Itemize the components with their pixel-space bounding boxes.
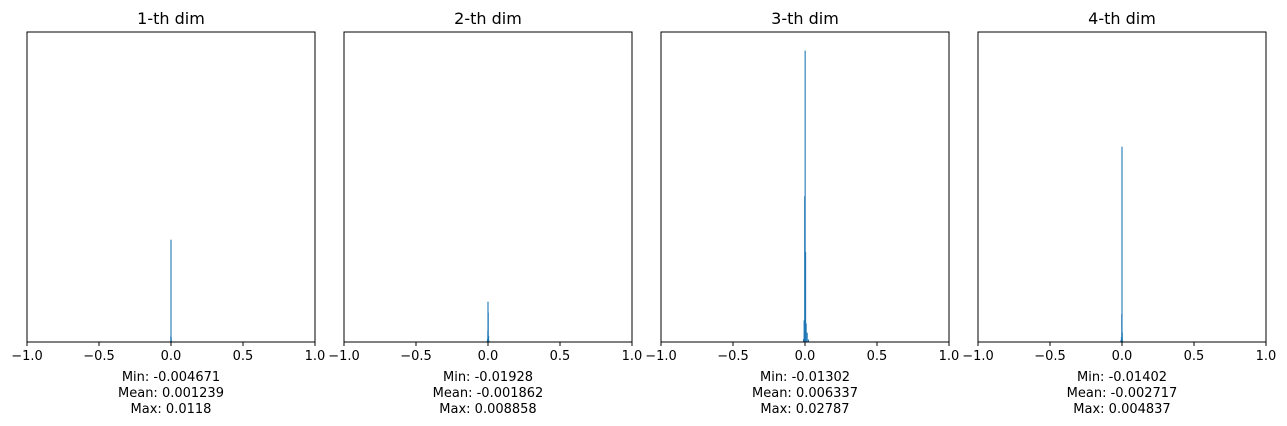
x-tick-label: 0.0 xyxy=(161,349,182,364)
histogram-bar xyxy=(487,312,489,342)
stat-line-max: Max: 0.0118 xyxy=(131,402,212,417)
axes-frame xyxy=(343,31,633,343)
histogram-bar xyxy=(807,339,810,342)
histogram-bar xyxy=(1121,332,1123,342)
histogram-bar xyxy=(1121,146,1123,342)
subplot-3: 3-th dim −1.0 −0.5 0.0 0.5 1.0 Min: -0.01302Me… xyxy=(645,9,959,417)
histogram-bar xyxy=(805,252,807,342)
histogram-bar xyxy=(488,335,490,342)
histogram-bar xyxy=(488,340,490,342)
x-tick-label: −1.0 xyxy=(962,349,994,364)
subplot-title: 1-th dim xyxy=(137,9,205,28)
stat-line-mean: Mean: 0.001239 xyxy=(118,386,224,401)
histogram-bar xyxy=(1122,340,1124,342)
x-tick-label: 1.0 xyxy=(939,349,960,364)
subplot-2: 2-th dim −1.0 −0.5 0.0 0.5 1.0 Min: -0.01928Me… xyxy=(328,9,642,417)
x-tick-label: 1.0 xyxy=(622,349,643,364)
x-tick-label: 0.0 xyxy=(1112,349,1133,364)
histogram-bar xyxy=(803,338,805,342)
stat-line-mean: Mean: 0.006337 xyxy=(752,386,858,401)
subplot-title: 3-th dim xyxy=(771,9,839,28)
stat-line-mean: Mean: -0.001862 xyxy=(433,386,544,401)
stat-line-mean: Mean: -0.002717 xyxy=(1067,386,1178,401)
x-tick-label: −0.5 xyxy=(1034,349,1066,364)
stat-line-min: Min: -0.01402 xyxy=(1077,370,1167,385)
subplot-4: 4-th dim −1.0 −0.5 0.0 0.5 1.0 Min: -0.01402Me… xyxy=(962,9,1276,417)
stat-line-max: Max: 0.02787 xyxy=(760,402,849,417)
x-tick-label: −1.0 xyxy=(328,349,360,364)
x-tick-label: −0.5 xyxy=(717,349,749,364)
histogram-bar xyxy=(1120,340,1122,342)
x-tick-label: 0.0 xyxy=(795,349,816,364)
x-tick-label: −1.0 xyxy=(11,349,43,364)
stat-line-max: Max: 0.004837 xyxy=(1073,402,1170,417)
subplot-title: 4-th dim xyxy=(1088,9,1156,28)
stat-line-max: Max: 0.008858 xyxy=(439,402,536,417)
x-tick-label: −0.5 xyxy=(400,349,432,364)
stat-line-min: Min: -0.004671 xyxy=(122,370,220,385)
subplot-title: 2-th dim xyxy=(454,9,522,28)
stat-line-min: Min: -0.01302 xyxy=(760,370,850,385)
x-tick-label: 1.0 xyxy=(305,349,326,364)
x-tick-label: −0.5 xyxy=(83,349,115,364)
histogram-bar xyxy=(170,337,172,342)
histogram-bar xyxy=(805,323,807,342)
histogram-bar xyxy=(804,50,806,342)
x-tick-label: 0.5 xyxy=(1184,349,1205,364)
histogram-bar xyxy=(170,239,172,342)
x-tick-label: 0.5 xyxy=(233,349,254,364)
x-tick-label: 0.5 xyxy=(867,349,888,364)
x-tick-label: 1.0 xyxy=(1256,349,1277,364)
x-tick-label: 0.0 xyxy=(478,349,499,364)
histogram-bar xyxy=(803,320,805,342)
x-tick-label: −1.0 xyxy=(645,349,677,364)
stat-line-min: Min: -0.01928 xyxy=(443,370,533,385)
histogram-bar xyxy=(806,332,808,342)
x-tick-label: 0.5 xyxy=(550,349,571,364)
histogram-bar xyxy=(170,340,172,342)
